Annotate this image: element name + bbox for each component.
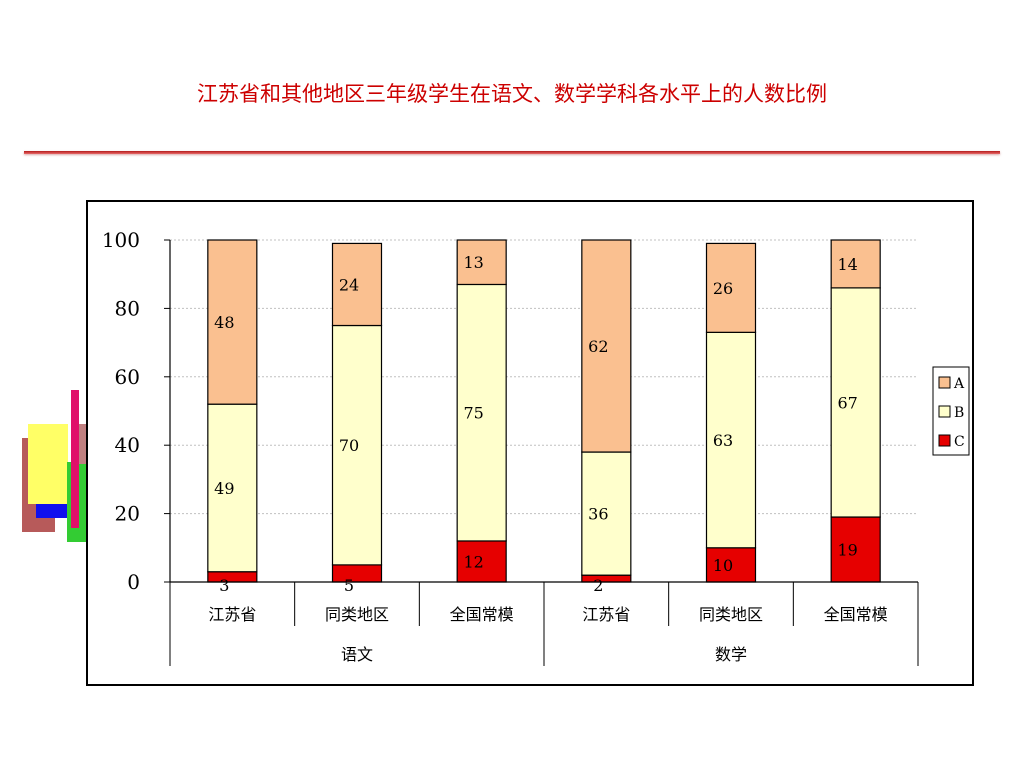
bar-segment-A — [207, 239, 258, 405]
legend-label: B — [954, 405, 964, 421]
legend-label: A — [953, 376, 965, 392]
data-label: 5 — [344, 576, 354, 595]
bar-segment-A — [581, 239, 632, 453]
bar-segment-A — [830, 239, 881, 289]
data-label: 67 — [837, 393, 857, 412]
bar-segment-C — [705, 547, 757, 583]
legend-swatch-A — [938, 376, 951, 389]
x-category-label: 同类地区 — [699, 605, 763, 624]
legend-swatch-C — [938, 434, 951, 447]
data-label: 3 — [219, 576, 229, 595]
data-label: 13 — [463, 253, 483, 272]
data-label: 36 — [588, 505, 608, 524]
x-group-label: 数学 — [715, 645, 747, 664]
slide-title: 江苏省和其他地区三年级学生在语文、数学学科各水平上的人数比例 — [197, 82, 827, 106]
data-label: 75 — [463, 404, 483, 423]
data-label: 19 — [837, 541, 857, 560]
data-label: 49 — [214, 479, 234, 498]
bar-segment-B — [331, 324, 383, 566]
data-label: 24 — [339, 275, 359, 294]
data-label: 2 — [593, 576, 603, 595]
y-tick-label: 100 — [102, 228, 140, 252]
data-label: 26 — [713, 279, 733, 298]
x-group-label: 语文 — [341, 645, 373, 664]
y-tick-label: 80 — [115, 296, 140, 320]
y-tick-label: 60 — [115, 365, 140, 389]
legend-label: C — [954, 434, 965, 450]
bar-segment-C — [331, 564, 383, 583]
bar-segment-B — [830, 287, 881, 518]
data-label: 48 — [214, 313, 234, 332]
bar-segment-B — [207, 403, 258, 573]
bar-segment-B — [456, 283, 507, 542]
decor-block-yellow — [28, 424, 68, 504]
title-divider — [24, 151, 1000, 154]
bar-segment-B — [705, 331, 757, 549]
data-label: 14 — [837, 255, 857, 274]
bar-segment-C — [830, 516, 881, 583]
y-tick-label: 0 — [127, 570, 140, 594]
x-category-label: 江苏省 — [208, 605, 256, 624]
data-label: 62 — [588, 337, 608, 356]
data-label: 12 — [463, 552, 483, 571]
y-tick-label: 20 — [115, 502, 140, 526]
bar-segment-A — [456, 239, 507, 286]
x-category-label: 全国常模 — [824, 605, 888, 624]
x-category-label: 江苏省 — [582, 605, 630, 624]
data-label: 70 — [339, 436, 359, 455]
decor-block-mauve — [76, 424, 88, 464]
bar-segment-B — [581, 451, 632, 576]
bar-segment-A — [331, 242, 383, 327]
x-category-label: 全国常模 — [450, 605, 514, 624]
bar-segment-C — [581, 574, 632, 583]
stacked-bar-chart: 0 20 40 60 80 100 3 49 48 5 70 24 12 75 13 2 36 62 10 63 26 1… — [102, 228, 970, 666]
x-category-label: 同类地区 — [325, 605, 389, 624]
y-tick-label: 40 — [115, 433, 140, 457]
bar-segment-A — [705, 242, 757, 333]
data-label: 10 — [713, 556, 733, 575]
chart-frame: 0 20 40 60 80 100 3 49 48 5 70 24 12 75 13 2 36 62 10 63 26 1… — [86, 200, 974, 686]
data-label: 63 — [713, 431, 733, 450]
decor-bar-magenta — [71, 390, 79, 528]
bar-segment-C — [207, 571, 258, 583]
legend-swatch-B — [938, 405, 951, 418]
